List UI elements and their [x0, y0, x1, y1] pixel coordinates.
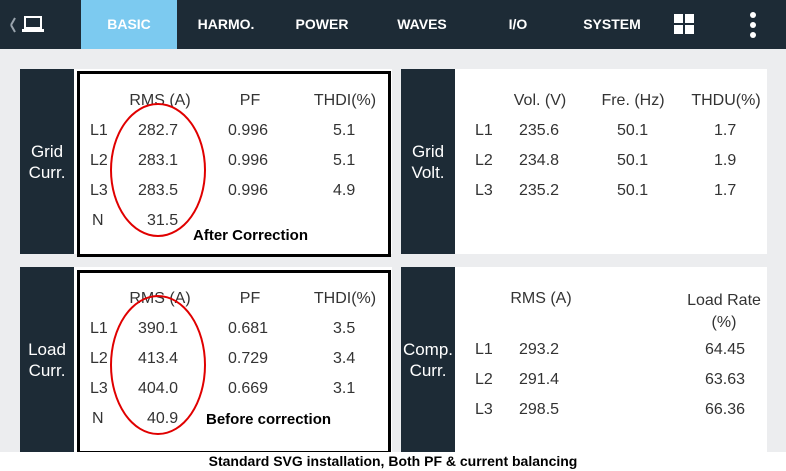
- tab-power[interactable]: POWER: [295, 16, 349, 32]
- figure-caption: Standard SVG installation, Both PF & cur…: [0, 452, 786, 471]
- after-correction-note: After Correction: [193, 227, 309, 244]
- col-header-load-rate: Load Rate (%): [681, 290, 767, 334]
- thdi-value: 3.4: [333, 350, 356, 367]
- pf-value: 0.729: [228, 350, 269, 367]
- phase-label: L3: [475, 401, 493, 418]
- rms-value: 298.5: [519, 401, 560, 418]
- pf-value: 0.669: [228, 380, 269, 397]
- pf-value: 0.996: [228, 182, 269, 199]
- load-rate-value: 63.63: [705, 371, 746, 388]
- thdi-value: 3.1: [333, 380, 356, 397]
- grid-icon[interactable]: [673, 13, 695, 35]
- before-correction-note: Before correction: [206, 411, 332, 428]
- load-current-label: Load Curr.: [20, 267, 74, 452]
- rms-value: 404.0: [138, 380, 179, 397]
- phase-label: N: [92, 410, 104, 427]
- thdu-value: 1.7: [714, 182, 737, 199]
- grid-current-label-line1: Grid: [30, 141, 64, 161]
- tab-system[interactable]: SYSTEM: [583, 16, 641, 32]
- thdi-value: 4.9: [333, 182, 356, 199]
- col-header-rms: RMS (A): [129, 92, 191, 109]
- phase-label: L1: [90, 320, 108, 337]
- rms-value: 283.5: [138, 182, 179, 199]
- vol-value: 234.8: [519, 152, 560, 169]
- grid-current-label-line2: Curr.: [28, 162, 66, 182]
- col-header-pf: PF: [239, 92, 261, 109]
- grid-current-label: Grid Curr.: [20, 69, 74, 254]
- col-header-pf: PF: [239, 290, 261, 307]
- laptop-icon[interactable]: [8, 12, 48, 38]
- load-rate-value: 66.36: [705, 401, 746, 418]
- load-rate-value: 64.45: [705, 341, 746, 358]
- grid-voltage-label-line1: Grid: [411, 141, 445, 161]
- rms-value: 40.9: [147, 410, 179, 427]
- main-content: Grid Curr. RMS (A) PF THDI(%) L1 282.7 0…: [0, 49, 786, 454]
- phase-label: L3: [475, 182, 493, 199]
- comp-current-label-line1: Comp.: [402, 339, 454, 359]
- rms-value: 31.5: [147, 212, 179, 229]
- grid-voltage-label-line2: Volt.: [411, 162, 445, 182]
- vol-value: 235.2: [519, 182, 560, 199]
- comp-current-label-line2: Curr.: [409, 360, 447, 380]
- phase-label: L3: [90, 182, 108, 199]
- more-vert-icon[interactable]: [748, 11, 758, 39]
- load-current-panel: Load Curr. RMS (A) PF THDI(%) L1 390.1 0…: [20, 267, 392, 452]
- phase-label: L2: [90, 152, 108, 169]
- fre-value: 50.1: [617, 152, 649, 169]
- col-header-thdi: THDI(%): [313, 92, 377, 109]
- comp-current-label: Comp. Curr.: [401, 267, 455, 452]
- col-header-vol: Vol. (V): [513, 92, 567, 109]
- thdi-value: 3.5: [333, 320, 356, 337]
- phase-label: N: [92, 212, 104, 229]
- pf-value: 0.996: [228, 152, 269, 169]
- col-header-rms: RMS (A): [129, 290, 191, 307]
- thdu-value: 1.9: [714, 152, 737, 169]
- load-current-label-line1: Load: [28, 339, 66, 359]
- rms-value: 291.4: [519, 371, 560, 388]
- pf-value: 0.681: [228, 320, 269, 337]
- col-header-load-rate-line2: (%): [711, 314, 737, 331]
- thdi-value: 5.1: [333, 122, 356, 139]
- grid-current-panel: Grid Curr. RMS (A) PF THDI(%) L1 282.7 0…: [20, 69, 392, 254]
- phase-label: L3: [90, 380, 108, 397]
- thdi-value: 5.1: [333, 152, 356, 169]
- tab-harmo[interactable]: HARMO.: [197, 16, 255, 32]
- col-header-thdu: THDU(%): [691, 92, 761, 109]
- rms-value: 390.1: [138, 320, 179, 337]
- rms-value: 283.1: [138, 152, 179, 169]
- rms-value: 293.2: [519, 341, 560, 358]
- comp-current-panel: Comp. Curr. RMS (A) Load Rate (%) L1 293…: [401, 267, 767, 452]
- top-nav-bar: BASIC HARMO. POWER WAVES I/O SYSTEM: [0, 0, 786, 49]
- grid-voltage-label: Grid Volt.: [401, 69, 455, 254]
- rms-value: 413.4: [138, 350, 179, 367]
- tab-waves[interactable]: WAVES: [397, 16, 447, 32]
- col-header-rms: RMS (A): [510, 290, 572, 307]
- pf-value: 0.996: [228, 122, 269, 139]
- vol-value: 235.6: [519, 122, 560, 139]
- fre-value: 50.1: [617, 122, 649, 139]
- tab-basic[interactable]: BASIC: [81, 0, 177, 49]
- col-header-thdi: THDI(%): [313, 290, 377, 307]
- rms-value: 282.7: [138, 122, 179, 139]
- tab-io[interactable]: I/O: [508, 16, 528, 32]
- thdu-value: 1.7: [714, 122, 737, 139]
- phase-label: L1: [475, 122, 493, 139]
- col-header-load-rate-line1: Load Rate: [687, 292, 761, 309]
- phase-label: L2: [475, 371, 493, 388]
- phase-label: L1: [475, 341, 493, 358]
- phase-label: L2: [475, 152, 493, 169]
- grid-voltage-panel: Grid Volt. Vol. (V) Fre. (Hz) THDU(%) L1…: [401, 69, 767, 254]
- load-current-label-line2: Curr.: [28, 360, 66, 380]
- fre-value: 50.1: [617, 182, 649, 199]
- col-header-fre: Fre. (Hz): [601, 92, 665, 109]
- phase-label: L2: [90, 350, 108, 367]
- phase-label: L1: [90, 122, 108, 139]
